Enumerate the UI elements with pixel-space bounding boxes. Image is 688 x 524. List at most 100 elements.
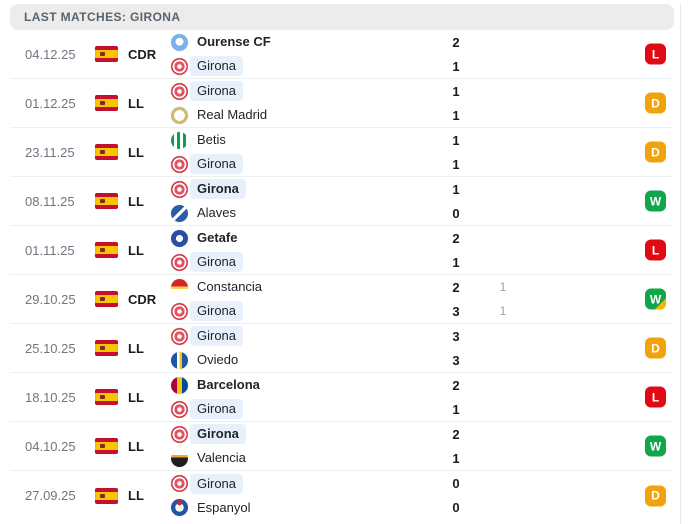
match-date: 23.11.25: [25, 144, 75, 160]
spain-flag-icon: [95, 340, 118, 356]
match-date: 08.11.25: [25, 193, 75, 209]
girona-crest-icon: [171, 302, 188, 320]
betis-crest-icon: [171, 131, 188, 149]
teams-cell: Barcelona 2 Girona 1: [171, 373, 672, 421]
home-team-line: Barcelona 2: [171, 373, 672, 397]
away-team-name: Valencia: [197, 450, 246, 465]
result-badge: W: [645, 435, 666, 457]
girona-crest-icon: [171, 327, 188, 345]
away-team-name: Alaves: [197, 205, 237, 220]
competition-label: LL: [128, 144, 144, 160]
match-date: 01.12.25: [25, 95, 76, 111]
competition-cell: LL: [95, 95, 171, 111]
girona-crest-icon: [171, 425, 188, 443]
competition-cell: LL: [95, 340, 171, 356]
result-badge: L: [645, 386, 666, 408]
result-badge: L: [645, 239, 666, 261]
away-team-name: Oviedo: [197, 352, 239, 367]
girona-crest-icon: [171, 155, 188, 173]
match-row[interactable]: 27.09.25 LL Girona 0 Espanyol 0 D: [10, 471, 672, 520]
home-team-score: 1: [452, 83, 460, 99]
home-team-line: Girona 0: [171, 472, 672, 496]
match-row[interactable]: 29.10.25 CDR Constancia 2 1 Girona 3 1 W: [10, 275, 672, 324]
last-matches-panel: LAST MATCHES: GIRONA 04.12.25 CDR Ourens…: [0, 4, 688, 524]
home-team-name: Girona: [190, 473, 244, 494]
panel-title: LAST MATCHES: GIRONA: [24, 10, 181, 24]
away-team-name: Real Madrid: [197, 107, 268, 122]
home-team-score: 0: [452, 476, 460, 491]
home-team-name: Girona: [190, 179, 246, 199]
home-team-score: 2: [452, 279, 460, 295]
away-team-score: 1: [452, 401, 460, 417]
constancia-crest-icon: [171, 278, 188, 296]
competition-cell: LL: [95, 389, 171, 405]
away-team-line: Girona 1: [171, 397, 672, 421]
away-team-line: Girona 1: [171, 250, 672, 274]
match-date: 04.10.25: [25, 438, 76, 454]
away-team-score: 3: [452, 303, 460, 319]
away-team-name: Girona: [190, 154, 244, 174]
girona-crest-icon: [171, 82, 188, 100]
result-badge: D: [645, 485, 666, 506]
result-badge: D: [645, 337, 666, 359]
competition-label: LL: [128, 340, 144, 356]
away-team-line: Girona 3 1: [171, 299, 672, 323]
teams-cell: Girona 2 Valencia 1: [171, 422, 672, 470]
match-date: 29.10.25: [25, 291, 76, 307]
home-team-score: 2: [452, 230, 460, 246]
spain-flag-icon: [95, 144, 118, 160]
competition-label: LL: [128, 438, 144, 454]
spain-flag-icon: [95, 193, 118, 209]
home-team-score: 1: [452, 181, 460, 197]
teams-cell: Girona 1 Real Madrid 1: [171, 79, 672, 127]
teams-cell: Girona 1 Alaves 0: [171, 177, 672, 225]
match-row[interactable]: 23.11.25 LL Betis 1 Girona 1 D: [10, 128, 672, 177]
away-team-line: Real Madrid 1: [171, 103, 672, 127]
competition-cell: CDR: [95, 291, 171, 307]
home-team-name: Barcelona: [197, 377, 260, 392]
girona-crest-icon: [171, 180, 188, 198]
competition-label: LL: [128, 488, 144, 503]
competition-cell: CDR: [95, 46, 171, 62]
ourense-crest-icon: [171, 33, 188, 51]
match-row[interactable]: 04.10.25 LL Girona 2 Valencia 1 W: [10, 422, 672, 471]
match-row[interactable]: 04.12.25 CDR Ourense CF 2 Girona 1 L: [10, 30, 672, 79]
espanyol-crest-icon: [171, 499, 188, 516]
competition-cell: LL: [95, 438, 171, 454]
home-team-line: Girona 3: [171, 324, 672, 348]
panel-header: LAST MATCHES: GIRONA: [10, 4, 674, 30]
valencia-crest-icon: [171, 449, 188, 467]
spain-flag-icon: [95, 291, 118, 307]
away-team-name: Girona: [190, 399, 244, 419]
match-row[interactable]: 08.11.25 LL Girona 1 Alaves 0 W: [10, 177, 672, 226]
home-team-score: 2: [452, 34, 460, 50]
home-team-line: Getafe 2: [171, 226, 672, 250]
home-team-name: Constancia: [197, 279, 263, 294]
away-team-score: 1: [452, 58, 460, 74]
competition-label: LL: [128, 389, 144, 405]
girona-crest-icon: [171, 475, 188, 492]
spain-flag-icon: [95, 487, 118, 504]
getafe-crest-icon: [171, 229, 188, 247]
competition-label: CDR: [128, 46, 157, 62]
competition-label: LL: [128, 242, 144, 258]
match-row[interactable]: 01.11.25 LL Getafe 2 Girona 1 L: [10, 226, 672, 275]
match-date: 01.11.25: [25, 242, 75, 258]
away-team-score: 1: [452, 156, 460, 172]
home-team-name: Girona: [190, 326, 244, 346]
match-row[interactable]: 18.10.25 LL Barcelona 2 Girona 1 L: [10, 373, 672, 422]
spain-flag-icon: [95, 438, 118, 454]
away-team-score: 1: [452, 107, 460, 123]
match-row[interactable]: 01.12.25 LL Girona 1 Real Madrid 1 D: [10, 79, 672, 128]
competition-cell: LL: [95, 487, 171, 504]
match-date: 04.12.25: [25, 46, 76, 62]
competition-cell: LL: [95, 242, 171, 258]
home-team-line: Girona 1: [171, 79, 672, 103]
match-row[interactable]: 25.10.25 LL Girona 3 Oviedo 3 D: [10, 324, 672, 373]
teams-cell: Getafe 2 Girona 1: [171, 226, 672, 274]
girona-crest-icon: [171, 57, 188, 75]
competition-label: LL: [128, 193, 144, 209]
result-badge: W: [645, 288, 666, 310]
barcelona-crest-icon: [171, 376, 188, 394]
oviedo-crest-icon: [171, 351, 188, 369]
